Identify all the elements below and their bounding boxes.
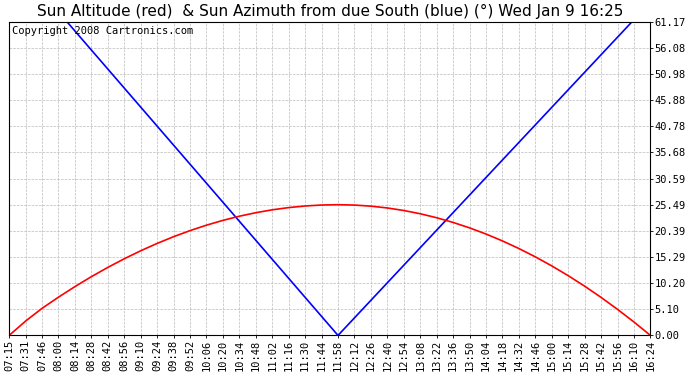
- Title: Sun Altitude (red)  & Sun Azimuth from due South (blue) (°) Wed Jan 9 16:25: Sun Altitude (red) & Sun Azimuth from du…: [37, 4, 623, 19]
- Text: Copyright 2008 Cartronics.com: Copyright 2008 Cartronics.com: [12, 27, 194, 36]
